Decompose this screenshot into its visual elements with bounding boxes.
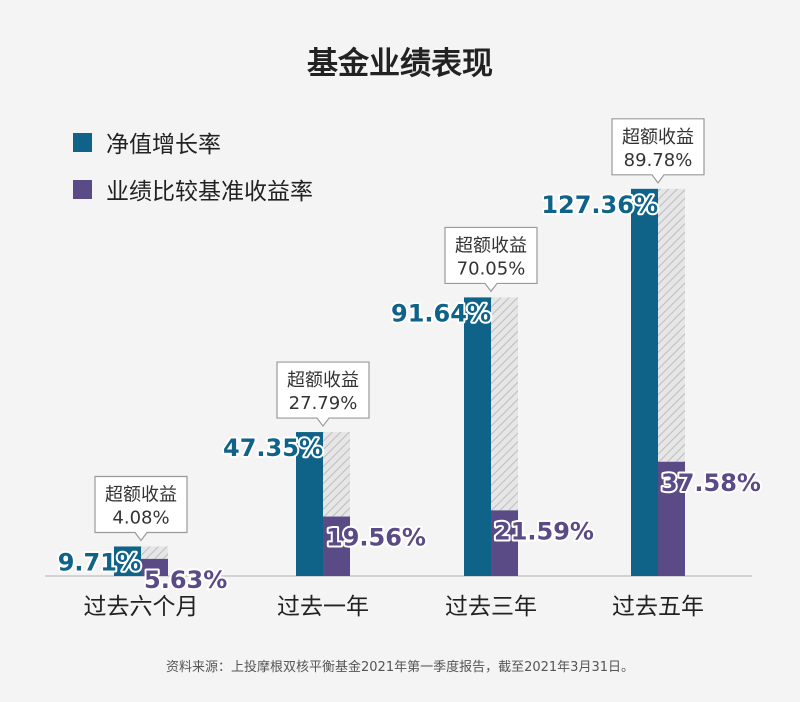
category-label: 过去五年 bbox=[612, 594, 704, 620]
excess-callout-box bbox=[276, 361, 370, 428]
legend-label-benchmark: 业绩比较基准收益率 bbox=[106, 179, 313, 205]
category-label: 过去六个月 bbox=[84, 594, 199, 620]
benchmark-bar bbox=[491, 510, 518, 576]
benchmark-bar bbox=[658, 461, 685, 576]
benchmark-bar bbox=[323, 516, 350, 576]
excess-callout-value: 4.08% bbox=[112, 507, 169, 528]
excess-callout-label: 超额收益 bbox=[455, 235, 527, 256]
excess-bar bbox=[141, 546, 168, 559]
nav-value-label: 91.64% bbox=[391, 299, 491, 327]
nav-value-label: 127.36% bbox=[541, 191, 658, 219]
excess-callout-value: 89.78% bbox=[624, 150, 693, 171]
excess-callout-value: 27.79% bbox=[289, 393, 358, 414]
nav-value-label: 9.71% bbox=[58, 548, 141, 576]
benchmark-value-label: 19.56% bbox=[326, 524, 426, 552]
legend-swatch-nav bbox=[73, 132, 92, 152]
excess-callout-box bbox=[444, 226, 538, 293]
benchmark-value-label: 37.58% bbox=[661, 469, 761, 497]
nav-value-label: 47.35% bbox=[223, 434, 323, 462]
excess-callout-box bbox=[94, 475, 188, 542]
legend-swatch-benchmark bbox=[73, 179, 92, 199]
legend-item-benchmark: 业绩比较基准收益率 bbox=[73, 172, 313, 206]
excess-callout-box bbox=[611, 118, 705, 184]
nav-bar bbox=[631, 188, 658, 576]
benchmark-bar bbox=[141, 558, 168, 576]
excess-callout-label: 超额收益 bbox=[622, 127, 694, 148]
excess-callout-label: 超额收益 bbox=[287, 370, 359, 391]
chart-title: 基金业绩表现 bbox=[307, 46, 493, 82]
excess-bar bbox=[658, 188, 685, 462]
nav-bar bbox=[114, 546, 141, 576]
excess-bar bbox=[323, 432, 350, 517]
category-label: 过去三年 bbox=[445, 594, 537, 620]
source-note: 资料来源：上投摩根双核平衡基金2021年第一季度报告，截至2021年3月31日。 bbox=[166, 660, 634, 675]
legend-item-nav: 净值增长率 bbox=[73, 125, 221, 159]
legend-label-nav: 净值增长率 bbox=[106, 132, 221, 158]
benchmark-value-label: 21.59% bbox=[494, 517, 594, 545]
excess-bar bbox=[491, 297, 518, 511]
excess-callout-label: 超额收益 bbox=[105, 484, 177, 505]
excess-callout-value: 70.05% bbox=[457, 258, 526, 279]
nav-bar bbox=[296, 432, 323, 576]
benchmark-value-label: 5.63% bbox=[144, 566, 227, 594]
category-label: 过去一年 bbox=[277, 594, 369, 620]
nav-bar bbox=[464, 297, 491, 576]
